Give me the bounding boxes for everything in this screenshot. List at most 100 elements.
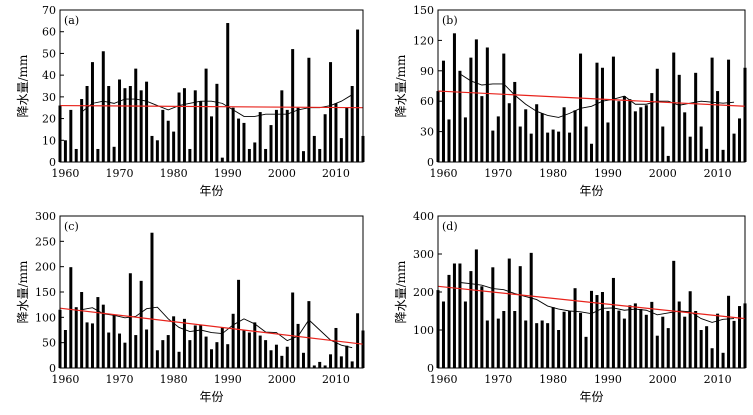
bar-2009 xyxy=(710,348,714,368)
y-tick-label-150: 150 xyxy=(35,286,56,299)
bar-2006 xyxy=(694,311,698,368)
bar-1983 xyxy=(568,311,572,368)
bar-1976 xyxy=(150,135,154,162)
bar-1962 xyxy=(452,33,456,163)
bar-1987 xyxy=(210,116,213,162)
bar-1962 xyxy=(74,307,78,368)
bar-2002 xyxy=(291,49,295,163)
bar-1986 xyxy=(584,126,588,162)
bar-1997 xyxy=(644,105,648,162)
bar-1983 xyxy=(188,148,192,162)
bar-1998 xyxy=(269,350,273,368)
bar-1985 xyxy=(199,324,203,368)
plot-frame xyxy=(59,215,364,369)
bar-2008 xyxy=(323,365,327,368)
moving-average-line xyxy=(459,282,735,323)
bar-2001 xyxy=(285,346,289,368)
bar-1989 xyxy=(220,327,224,368)
bar-1981 xyxy=(177,92,181,162)
plot-frame xyxy=(437,9,746,163)
bar-1998 xyxy=(650,301,654,368)
bar-1960 xyxy=(63,140,67,162)
x-tick-label-2000: 2000 xyxy=(268,373,296,386)
y-tick-label-0: 0 xyxy=(427,362,434,375)
bar-1997 xyxy=(644,314,648,368)
bar-2004 xyxy=(683,112,687,162)
bar-2014 xyxy=(356,29,360,162)
bar-1995 xyxy=(253,322,257,368)
bar-1987 xyxy=(210,349,213,368)
x-tick-label-1960: 1960 xyxy=(51,167,79,180)
bar-1986 xyxy=(204,336,208,368)
y-tick-label-150: 150 xyxy=(413,4,434,17)
bar-1976 xyxy=(529,133,533,162)
bar-2011 xyxy=(339,138,343,162)
bar-2010 xyxy=(716,91,720,162)
bar-1960 xyxy=(63,330,67,368)
bar-1995 xyxy=(633,111,637,162)
bar-1968 xyxy=(107,332,111,368)
panel-label: (c) xyxy=(64,220,79,233)
bar-1997 xyxy=(264,340,268,368)
x-tick-label-1990: 1990 xyxy=(214,373,242,386)
panel-label: (a) xyxy=(64,14,79,27)
bar-1975 xyxy=(145,81,149,162)
x-tick-label-1980: 1980 xyxy=(160,167,188,180)
bar-1994 xyxy=(628,99,632,162)
bar-2010 xyxy=(334,327,338,368)
bar-1972 xyxy=(128,273,132,368)
bar-1976 xyxy=(529,252,533,368)
bar-1984 xyxy=(573,110,577,162)
bar-1982 xyxy=(562,311,566,368)
bar-1963 xyxy=(458,263,462,368)
bar-2012 xyxy=(727,295,731,368)
bar-1990 xyxy=(606,122,610,162)
x-tick-label-1990: 1990 xyxy=(594,167,622,180)
bar-1991 xyxy=(231,107,235,162)
x-tick-label-1970: 1970 xyxy=(484,167,512,180)
x-tick-label-1960: 1960 xyxy=(429,373,457,386)
bar-1971 xyxy=(502,311,506,368)
trend-line xyxy=(59,307,364,345)
bar-2007 xyxy=(699,126,703,162)
bar-1969 xyxy=(112,146,116,162)
bar-1993 xyxy=(622,96,626,162)
bar-1962 xyxy=(452,263,456,368)
bar-1962 xyxy=(74,148,78,162)
bar-1986 xyxy=(584,336,588,368)
bar-1977 xyxy=(155,350,159,368)
bar-2013 xyxy=(350,86,354,162)
bar-2001 xyxy=(285,109,289,162)
bar-2012 xyxy=(727,59,731,162)
bar-1960 xyxy=(441,60,445,162)
bar-1978 xyxy=(161,340,165,368)
bar-1969 xyxy=(491,130,495,162)
y-tick-label-0: 0 xyxy=(49,156,56,169)
bar-1970 xyxy=(496,116,500,162)
bar-1983 xyxy=(188,340,192,368)
x-tick-label-2010: 2010 xyxy=(322,167,350,180)
moving-average-line xyxy=(81,306,353,349)
bar-1993 xyxy=(242,330,246,368)
bar-1990 xyxy=(226,344,230,368)
bar-1974 xyxy=(518,266,522,368)
y-tick-label-60: 60 xyxy=(42,26,56,39)
bar-1980 xyxy=(172,131,176,162)
bar-2000 xyxy=(661,126,665,162)
bar-2014 xyxy=(738,118,742,162)
bar-1985 xyxy=(579,53,583,162)
bar-1980 xyxy=(551,307,555,368)
bar-1981 xyxy=(557,131,561,162)
y-tick-label-0: 0 xyxy=(427,156,434,169)
bar-1997 xyxy=(264,148,268,162)
y-tick-label-100: 100 xyxy=(35,311,56,324)
bar-1988 xyxy=(215,83,219,162)
bar-1999 xyxy=(274,109,278,162)
bar-1964 xyxy=(85,86,89,162)
x-tick-label-2010: 2010 xyxy=(704,167,732,180)
x-axis-title: 年份 xyxy=(579,390,603,404)
x-tick-label-1970: 1970 xyxy=(484,373,512,386)
bar-1980 xyxy=(551,129,555,162)
bar-1990 xyxy=(226,23,230,163)
x-axis-title: 年份 xyxy=(579,184,603,198)
